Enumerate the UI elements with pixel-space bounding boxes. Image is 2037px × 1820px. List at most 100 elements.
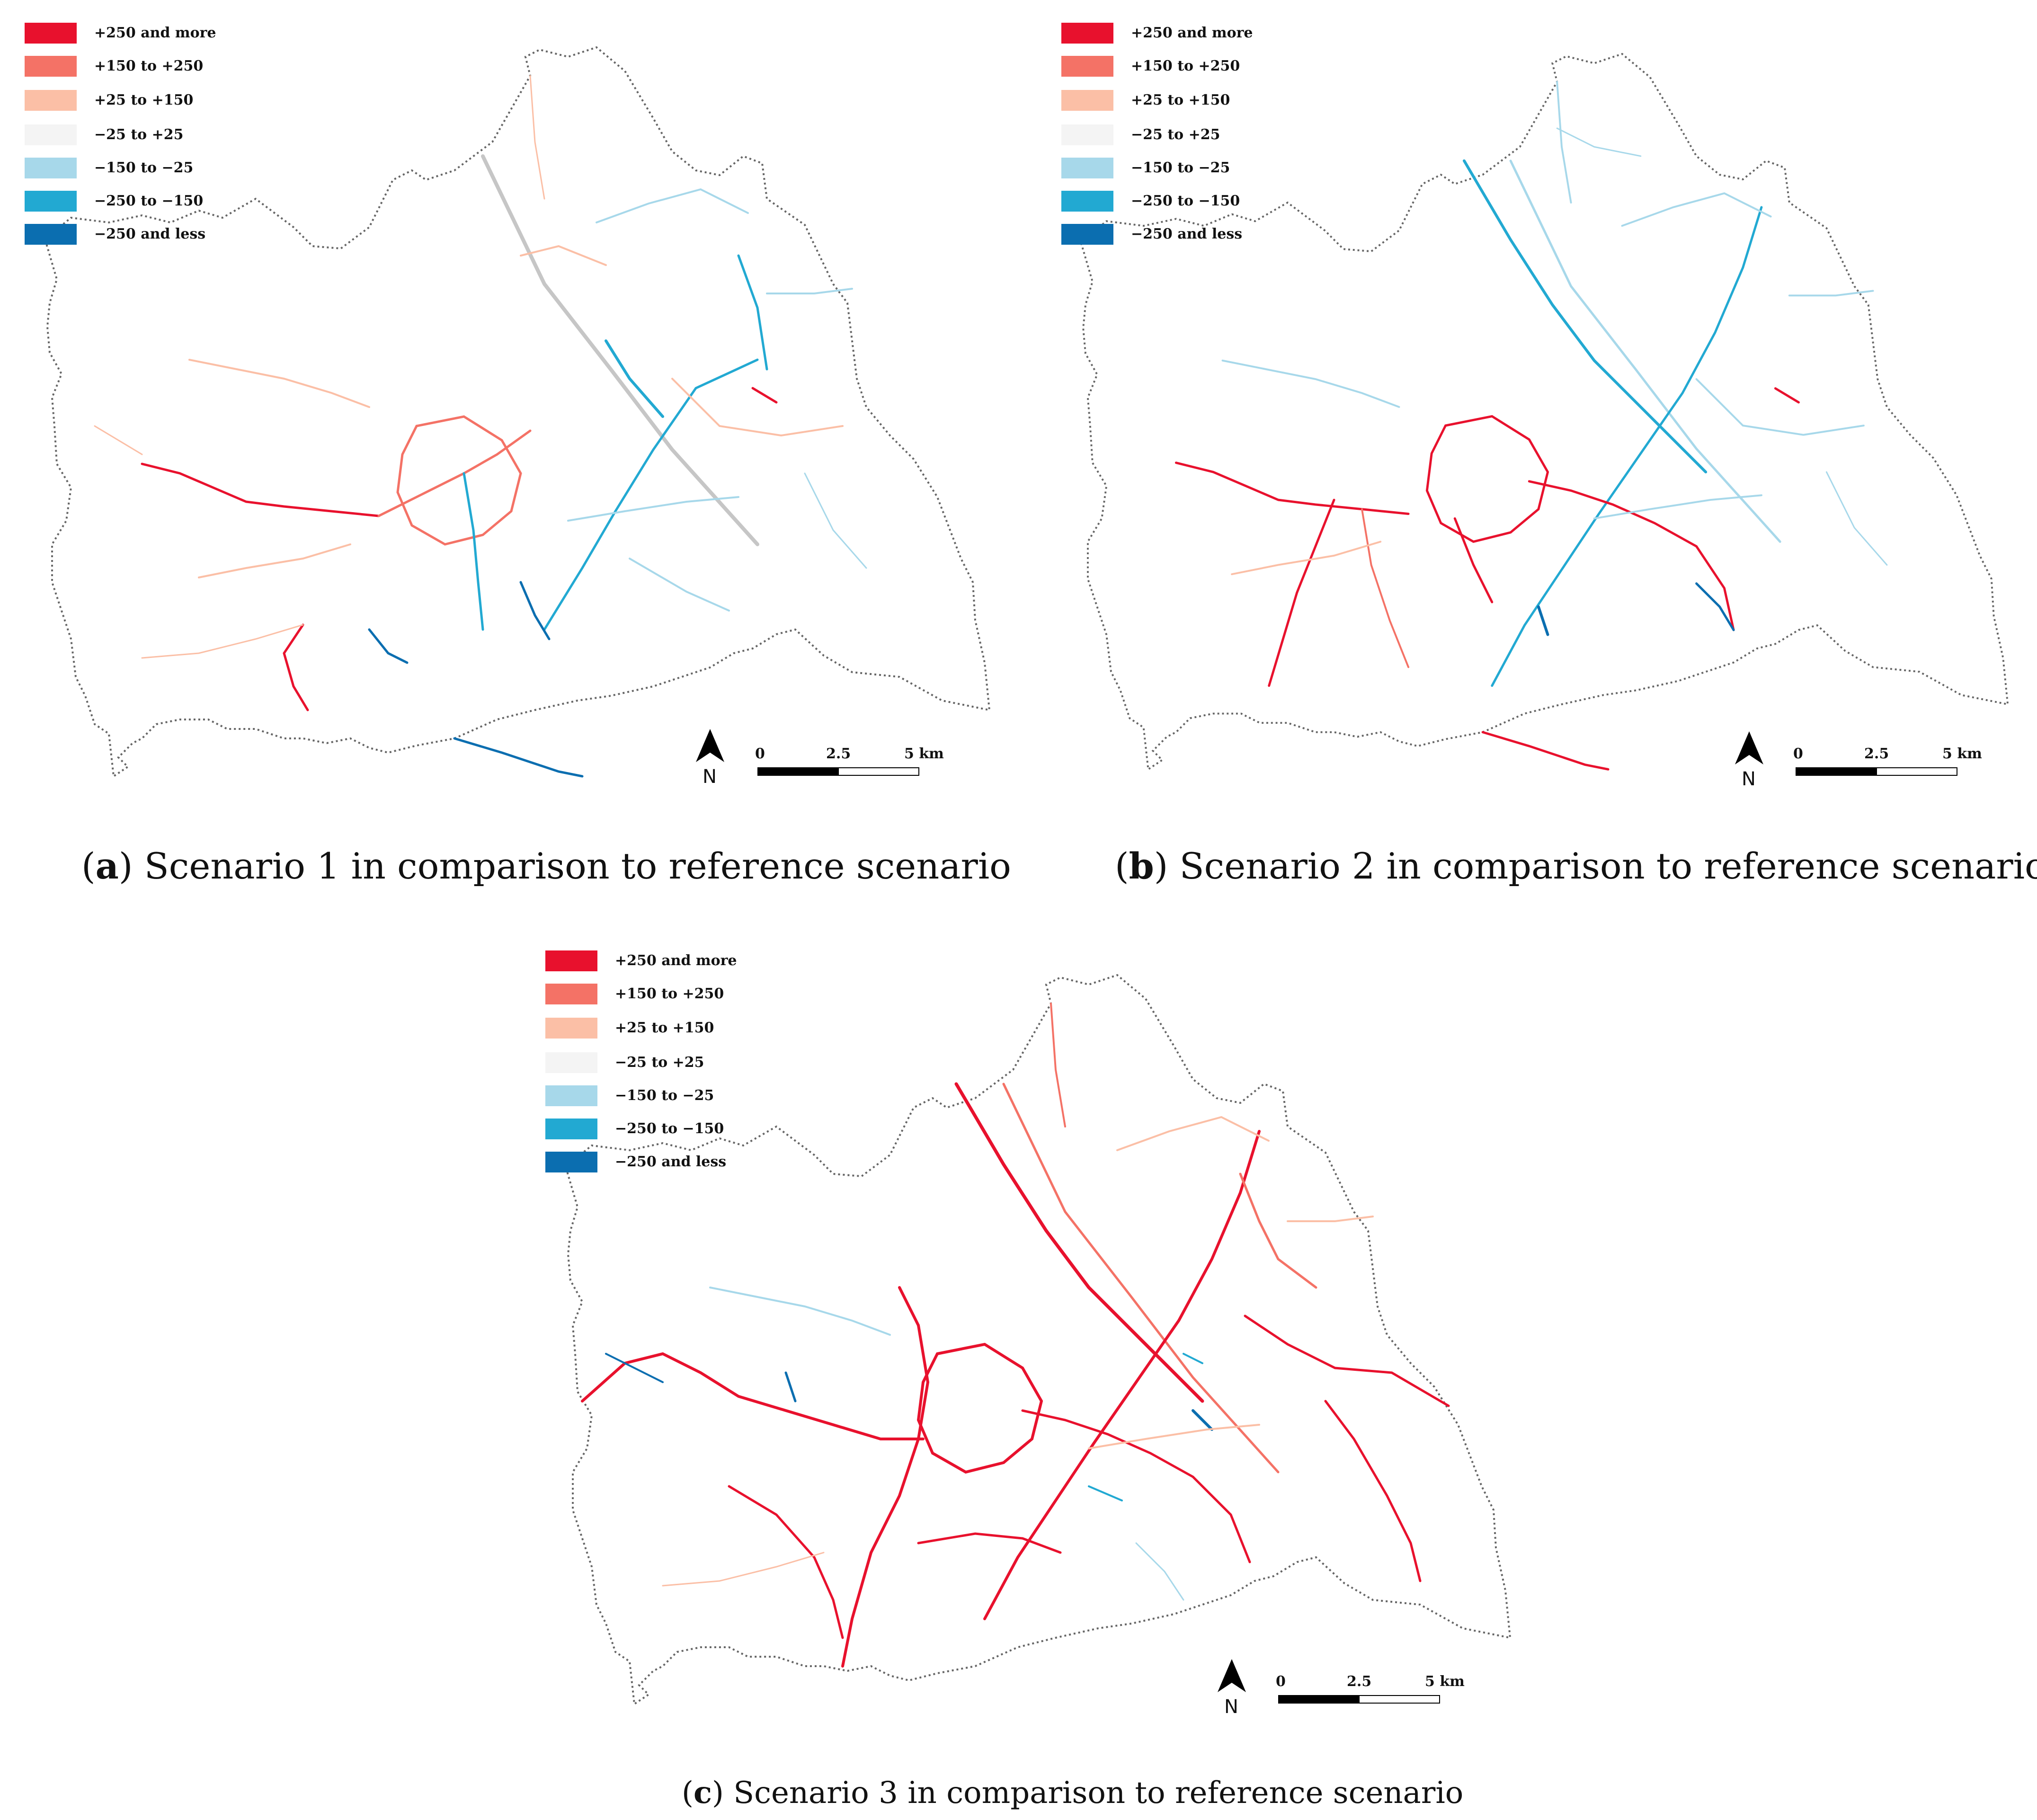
legend-label: −250 and less (615, 1154, 727, 1170)
panel-a: +250 and more +150 to +250 +25 to +150 −… (0, 0, 1018, 899)
legend-swatch (545, 1018, 597, 1039)
panel-c: +250 and more +150 to +250 +25 to +150 −… (521, 928, 1539, 1820)
legend-swatch (25, 90, 77, 111)
city-boundary (1079, 53, 2009, 771)
road-network (581, 1003, 1450, 1668)
legend-swatch (1061, 158, 1113, 178)
legend: +250 and more +150 to +250 +25 to +150 −… (25, 23, 309, 250)
scale-bar: 0 2.5 5 km (1793, 746, 1982, 779)
legend-label: +150 to +250 (1131, 58, 1240, 74)
caption-text: Scenario 3 in comparison to reference sc… (723, 1776, 1464, 1811)
legend-item: +150 to +250 (25, 56, 309, 79)
north-arrow: N (1730, 731, 1768, 793)
legend-swatch (25, 124, 77, 145)
caption-text: Scenario 1 in comparison to reference sc… (133, 845, 1011, 887)
legend-swatch (545, 984, 597, 1004)
legend-label: +250 and more (615, 952, 737, 969)
legend: +250 and more +150 to +250 +25 to +150 −… (1061, 23, 1345, 250)
scale-segment-black (1796, 767, 1877, 776)
legend-label: +25 to +150 (1131, 92, 1230, 108)
scale-tick: 5 km (1425, 1673, 1465, 1690)
city-boundary (44, 46, 991, 778)
legend-label: −150 to −25 (94, 160, 194, 176)
legend-label: −25 to +25 (1131, 126, 1220, 143)
map-scenario-3 (564, 974, 1512, 1706)
legend-label: +250 and more (94, 25, 216, 41)
legend-item: −250 to −150 (545, 1119, 829, 1141)
legend-label: −250 and less (94, 226, 206, 242)
legend: +250 and more +150 to +250 +25 to +150 −… (545, 950, 829, 1178)
scale-segment-black (1278, 1695, 1360, 1704)
road-network (1174, 80, 1888, 771)
legend-item: −250 and less (545, 1152, 829, 1174)
north-label: N (1742, 768, 1756, 790)
legend-label: +250 and more (1131, 25, 1253, 41)
legend-label: −250 to −150 (615, 1120, 724, 1137)
legend-item: +25 to +150 (545, 1018, 829, 1040)
north-arrow: N (691, 729, 729, 790)
scale-segment-white (1876, 767, 1957, 776)
scale-tick: 5 km (1942, 746, 1982, 762)
legend-item: −25 to +25 (1061, 124, 1345, 147)
legend-swatch (25, 23, 77, 44)
legend-swatch (545, 1085, 597, 1106)
legend-item: −250 to −150 (1061, 191, 1345, 213)
scale-tick: 0 (1793, 746, 1803, 762)
city-boundary (564, 974, 1512, 1706)
legend-item: −150 to −25 (25, 158, 309, 180)
north-label: N (1224, 1696, 1238, 1718)
caption-c: (c) Scenario 3 in comparison to referenc… (682, 1775, 1464, 1811)
legend-label: −25 to +25 (615, 1054, 704, 1071)
legend-item: −250 and less (1061, 224, 1345, 247)
legend-label: −25 to +25 (94, 126, 184, 143)
legend-item: −150 to −25 (545, 1085, 829, 1108)
scale-segment-white (838, 767, 919, 776)
map-scenario-2 (1079, 53, 2009, 771)
scale-tick: 2.5 (1864, 746, 1889, 762)
scale-tick: 2.5 (826, 746, 851, 762)
legend-item: +25 to +150 (1061, 90, 1345, 113)
legend-swatch (545, 1119, 597, 1139)
north-arrow-icon (1218, 1659, 1246, 1692)
legend-swatch (1061, 90, 1113, 111)
legend-label: +25 to +150 (615, 1020, 714, 1036)
legend-item: +150 to +250 (545, 984, 829, 1006)
scale-tick: 0 (1276, 1673, 1286, 1690)
legend-swatch (25, 224, 77, 245)
scale-segment-white (1359, 1695, 1440, 1704)
legend-label: −250 and less (1131, 226, 1243, 242)
legend-swatch (1061, 224, 1113, 245)
legend-item: +250 and more (25, 23, 309, 45)
legend-swatch (1061, 191, 1113, 212)
scale-segment-black (757, 767, 839, 776)
legend-swatch (1061, 56, 1113, 77)
legend-item: −250 to −150 (25, 191, 309, 213)
north-arrow-icon (696, 729, 724, 762)
legend-swatch (25, 191, 77, 212)
legend-swatch (545, 950, 597, 971)
scale-bar: 0 2.5 5 km (1276, 1673, 1465, 1706)
legend-label: +150 to +250 (615, 985, 724, 1002)
legend-label: −150 to −25 (1131, 160, 1230, 176)
legend-item: +150 to +250 (1061, 56, 1345, 79)
scale-bar: 0 2.5 5 km (755, 746, 944, 779)
legend-label: −250 to −150 (94, 193, 204, 209)
legend-swatch (545, 1052, 597, 1073)
caption-letter: a (95, 845, 119, 887)
legend-swatch (1061, 124, 1113, 145)
caption-text: Scenario 2 in comparison to reference sc… (1168, 845, 2037, 887)
scale-tick: 0 (755, 746, 765, 762)
legend-item: +250 and more (1061, 23, 1345, 45)
legend-swatch (25, 56, 77, 77)
map-scenario-1 (44, 46, 991, 778)
legend-item: −250 and less (25, 224, 309, 247)
legend-label: −250 to −150 (1131, 193, 1240, 209)
north-arrow-icon (1735, 731, 1763, 764)
legend-item: −25 to +25 (545, 1052, 829, 1075)
road-network (94, 75, 867, 778)
legend-swatch (545, 1152, 597, 1172)
legend-label: −150 to −25 (615, 1087, 714, 1104)
caption-letter: c (693, 1775, 712, 1811)
legend-swatch (1061, 23, 1113, 44)
north-arrow: N (1213, 1659, 1251, 1721)
